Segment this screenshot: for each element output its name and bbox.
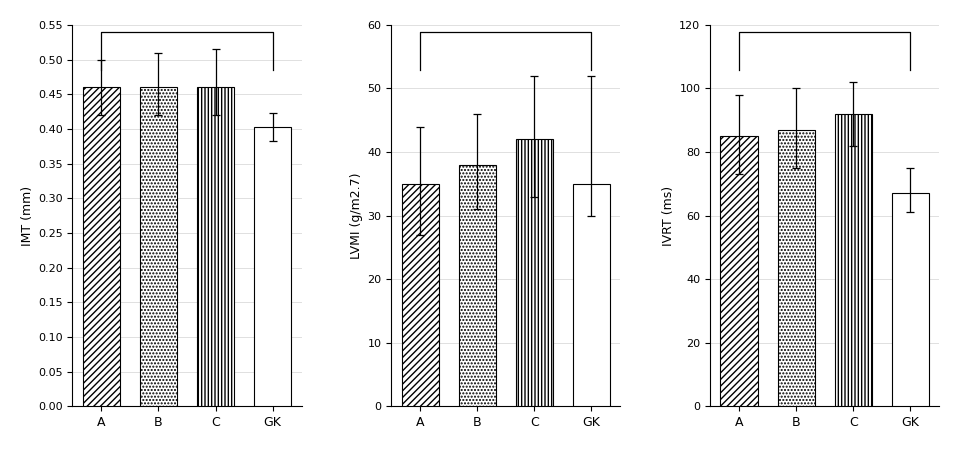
Bar xyxy=(401,184,439,406)
Bar xyxy=(459,165,495,406)
Y-axis label: LVMI (g/m2.7): LVMI (g/m2.7) xyxy=(350,172,363,259)
Bar xyxy=(83,87,120,406)
Bar xyxy=(778,130,815,406)
Bar xyxy=(720,136,757,406)
Bar xyxy=(140,87,177,406)
Bar xyxy=(892,194,928,406)
Bar xyxy=(197,87,234,406)
Bar xyxy=(254,127,291,406)
Y-axis label: IMT (mm): IMT (mm) xyxy=(21,185,34,246)
Bar xyxy=(834,114,872,406)
Y-axis label: IVRT (ms): IVRT (ms) xyxy=(662,185,675,246)
Bar xyxy=(516,140,553,406)
Bar xyxy=(573,184,610,406)
